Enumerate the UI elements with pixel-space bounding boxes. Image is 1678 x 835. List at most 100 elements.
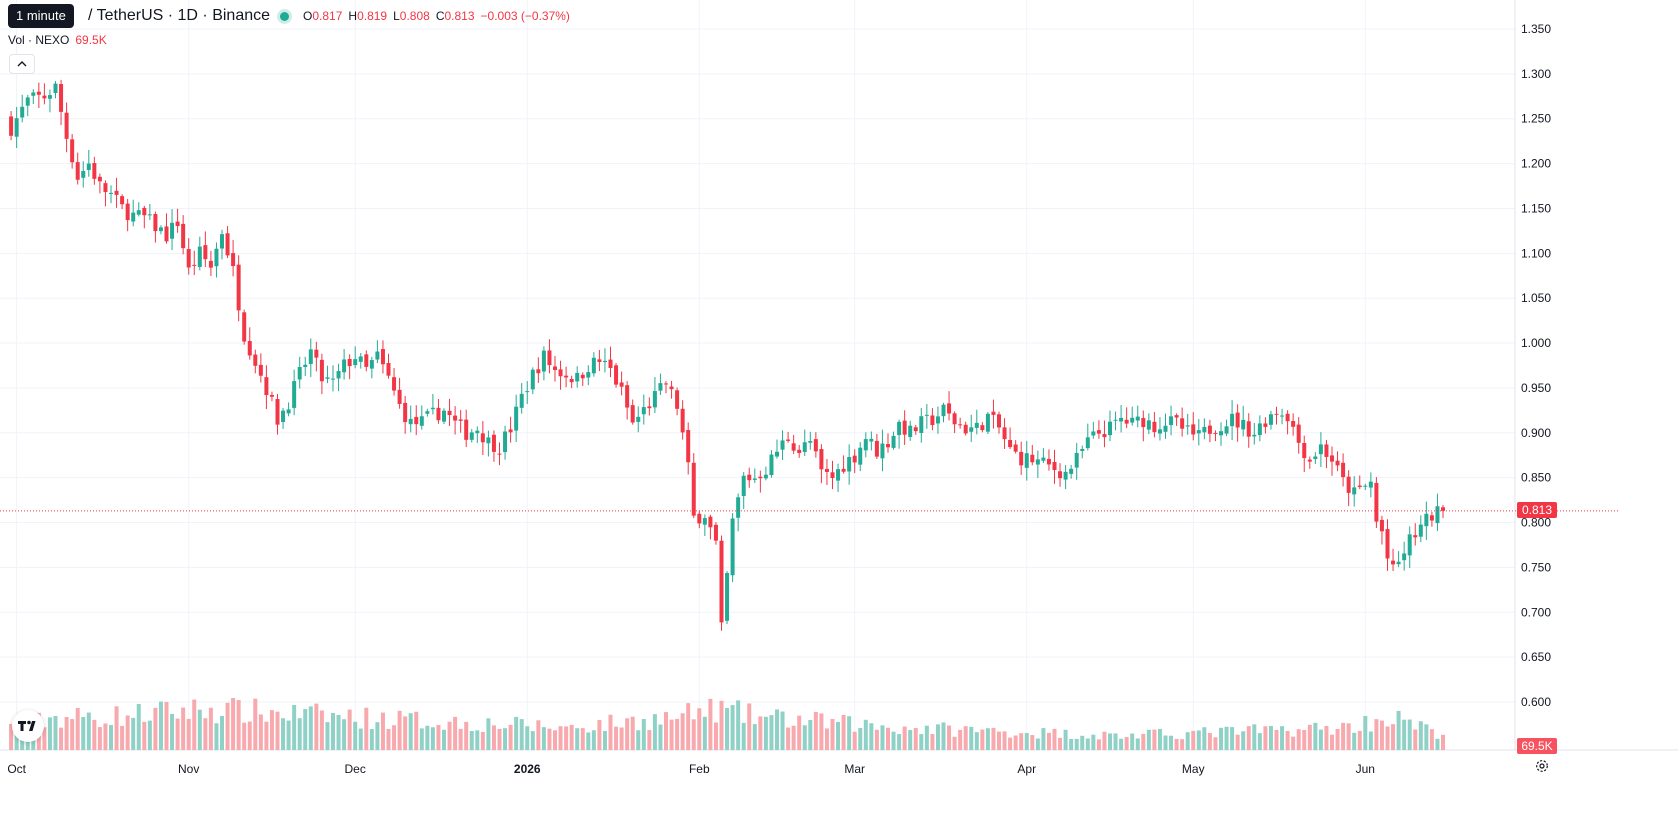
volume-bar xyxy=(1174,738,1179,750)
candle-body xyxy=(719,540,724,623)
candle-body xyxy=(36,91,41,95)
volume-bar xyxy=(947,725,952,750)
volume-bar xyxy=(1008,737,1013,750)
candle-body xyxy=(231,253,236,267)
candle-body xyxy=(747,474,752,481)
volume-bar xyxy=(475,730,480,750)
volume-bar xyxy=(719,700,724,750)
candle-body xyxy=(1291,420,1296,427)
settings-icon[interactable] xyxy=(1534,758,1550,774)
volume-bar xyxy=(175,718,180,750)
volume-bar xyxy=(874,729,879,750)
volume-bar xyxy=(802,725,807,750)
volume-legend[interactable]: Vol · NEXO 69.5K xyxy=(8,33,107,47)
volume-bar xyxy=(1163,735,1168,750)
candle-body xyxy=(480,433,485,443)
volume-bar xyxy=(1285,730,1290,750)
candle-body xyxy=(558,369,563,377)
candle-body xyxy=(1063,471,1068,480)
candle-body xyxy=(447,410,452,416)
candle-body xyxy=(319,359,324,382)
price-axis[interactable]: 1.350 1.300 1.250 1.200 1.150 1.100 1.050 1.000… xyxy=(1521,22,1551,709)
candle-body xyxy=(669,386,674,390)
volume-bar xyxy=(1108,733,1112,750)
candle-body xyxy=(142,207,147,216)
volume-bar xyxy=(752,724,757,750)
price-tick-label: 0.800 xyxy=(1521,516,1551,530)
volume-bar xyxy=(342,719,347,750)
candle-body xyxy=(547,350,552,366)
volume-bar xyxy=(275,711,280,750)
candle-body xyxy=(1141,418,1146,428)
price-tick-label: 1.150 xyxy=(1521,201,1551,215)
candle-body xyxy=(836,469,841,481)
volume-bar xyxy=(1413,729,1418,750)
symbol-title[interactable]: / TetherUS · 1D · Binance xyxy=(88,7,271,24)
candle-body xyxy=(564,375,569,378)
candle-body xyxy=(186,249,191,268)
volume-bar xyxy=(1402,719,1407,750)
candle-body xyxy=(131,212,136,222)
market-status-icon[interactable] xyxy=(280,11,290,21)
volume-bar xyxy=(53,715,58,750)
volume-bar xyxy=(1213,737,1218,750)
price-tick-label: 1.050 xyxy=(1521,291,1551,305)
candle-body xyxy=(1402,553,1407,561)
candle-body xyxy=(1069,468,1074,474)
volume-bar xyxy=(841,715,846,750)
candle-body xyxy=(1429,515,1434,521)
candle-body xyxy=(575,372,580,382)
time-axis[interactable]: Oct Nov Dec 2026 Feb Mar Apr May Jun xyxy=(7,762,1375,776)
candle-body xyxy=(780,440,785,450)
candle-body xyxy=(819,449,824,470)
volume-bar xyxy=(1013,735,1018,750)
volume-bar xyxy=(1441,734,1445,750)
candle-body xyxy=(902,420,907,435)
tradingview-logo[interactable] xyxy=(12,710,44,742)
candle-body xyxy=(31,92,36,96)
volume-bar xyxy=(380,712,385,750)
volume-bar xyxy=(42,727,47,750)
candle-body xyxy=(741,475,746,497)
volume-bar xyxy=(974,732,979,750)
candle-body xyxy=(869,438,874,442)
candle-body xyxy=(985,413,990,432)
candle-body xyxy=(514,406,519,431)
candle-body xyxy=(53,83,58,94)
candle-body xyxy=(897,421,902,436)
price-tick-label: 0.750 xyxy=(1521,560,1551,574)
candle-body xyxy=(42,95,47,99)
candle-body xyxy=(1318,444,1323,455)
volume-bar xyxy=(258,714,263,750)
candle-body xyxy=(86,163,91,170)
candle-body xyxy=(386,363,391,376)
volume-bar xyxy=(913,728,918,750)
volume-bar xyxy=(1124,736,1129,750)
volume-bar xyxy=(436,724,441,750)
candle-body xyxy=(1418,524,1423,537)
collapse-legend-button[interactable] xyxy=(9,54,35,74)
candle-body xyxy=(930,415,935,426)
volume-bar xyxy=(147,720,152,750)
volume-bar xyxy=(1069,739,1074,750)
volume-bar xyxy=(281,718,286,750)
candle-body xyxy=(59,84,64,112)
candle-body xyxy=(636,416,641,422)
volume-bar xyxy=(775,709,779,750)
candle-body xyxy=(775,451,779,457)
candle-body xyxy=(70,139,75,163)
candle-body xyxy=(25,97,30,106)
volume-bar xyxy=(253,698,258,750)
volume-bar xyxy=(641,719,646,750)
candle-body xyxy=(813,439,818,452)
volume-bar xyxy=(1330,734,1334,750)
candle-body xyxy=(1441,507,1445,511)
candle-body xyxy=(308,349,313,365)
candle-body xyxy=(763,474,768,479)
change-value: −0.003 (−0.37%) xyxy=(480,9,570,23)
volume-bar xyxy=(453,716,458,750)
time-tick-label: Dec xyxy=(345,762,366,776)
candle-body xyxy=(281,410,286,423)
candle-body xyxy=(1357,485,1362,488)
